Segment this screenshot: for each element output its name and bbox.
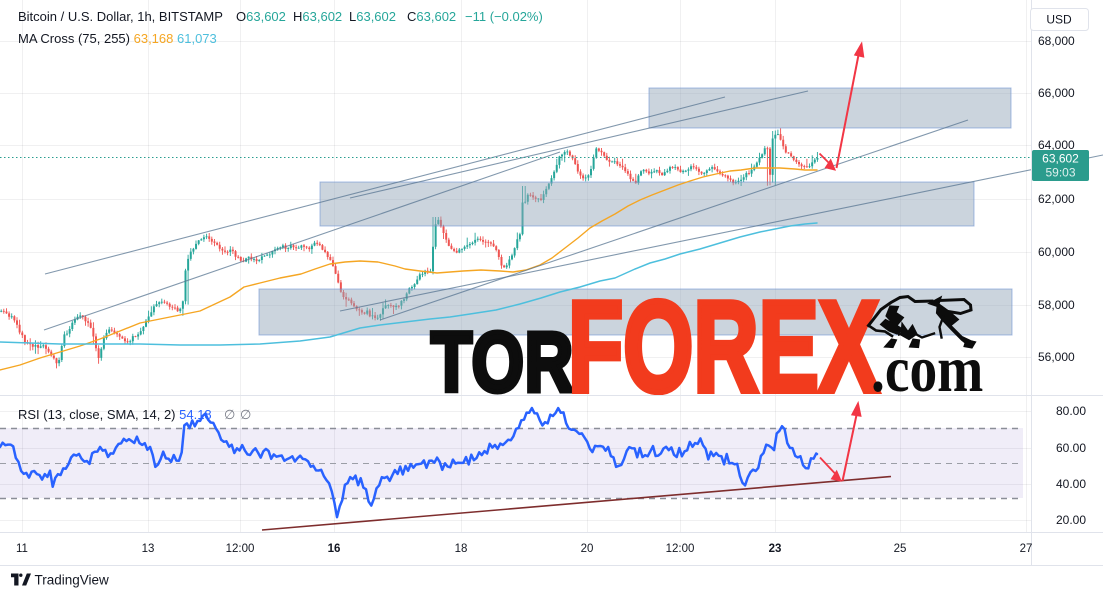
svg-text:USD: USD: [1046, 13, 1072, 27]
svg-text:63,602: 63,602: [1042, 152, 1079, 166]
svg-text:Bitcoin / U.S. Dollar, 1h, BIT: Bitcoin / U.S. Dollar, 1h, BITSTAMP: [18, 9, 223, 24]
svg-text:80.00: 80.00: [1056, 404, 1086, 418]
svg-text:MA Cross (75, 255) 63,168 61,0: MA Cross (75, 255) 63,168 61,073: [18, 31, 217, 46]
svg-text:C63,602: C63,602: [407, 9, 456, 24]
svg-text:∅: ∅: [224, 407, 235, 422]
svg-text:−11 (−0.02%): −11 (−0.02%): [465, 9, 543, 24]
svg-text:13: 13: [142, 543, 155, 555]
svg-text:20.00: 20.00: [1056, 513, 1086, 527]
svg-text:68,000: 68,000: [1038, 34, 1075, 48]
svg-text:40.00: 40.00: [1056, 477, 1086, 491]
svg-text:66,000: 66,000: [1038, 86, 1075, 100]
svg-text:TradingView: TradingView: [35, 573, 110, 588]
svg-text:11: 11: [16, 543, 28, 555]
svg-text:56,000: 56,000: [1038, 350, 1075, 364]
svg-text:12:00: 12:00: [226, 543, 255, 555]
svg-text:18: 18: [455, 543, 468, 555]
svg-text:25: 25: [894, 543, 907, 555]
svg-text:23: 23: [769, 543, 782, 555]
svg-text:60.00: 60.00: [1056, 441, 1086, 455]
svg-text:FOREX: FOREX: [568, 274, 879, 419]
svg-text:RSI (13, close, SMA, 14, 2) 54: RSI (13, close, SMA, 14, 2) 54.18: [18, 407, 212, 422]
svg-text:58,000: 58,000: [1038, 298, 1075, 312]
svg-text:H63,602: H63,602: [293, 9, 342, 24]
svg-text:∅: ∅: [240, 407, 251, 422]
svg-text:O63,602: O63,602: [236, 9, 286, 24]
svg-text:62,000: 62,000: [1038, 192, 1075, 206]
svg-text:20: 20: [581, 543, 594, 555]
svg-text:59:03: 59:03: [1045, 166, 1075, 180]
svg-text:60,000: 60,000: [1038, 245, 1075, 259]
svg-text:27: 27: [1020, 543, 1033, 555]
svg-text:64,000: 64,000: [1038, 138, 1075, 152]
svg-text:16: 16: [328, 543, 341, 555]
svg-text:L63,602: L63,602: [349, 9, 396, 24]
svg-text:12:00: 12:00: [666, 543, 695, 555]
